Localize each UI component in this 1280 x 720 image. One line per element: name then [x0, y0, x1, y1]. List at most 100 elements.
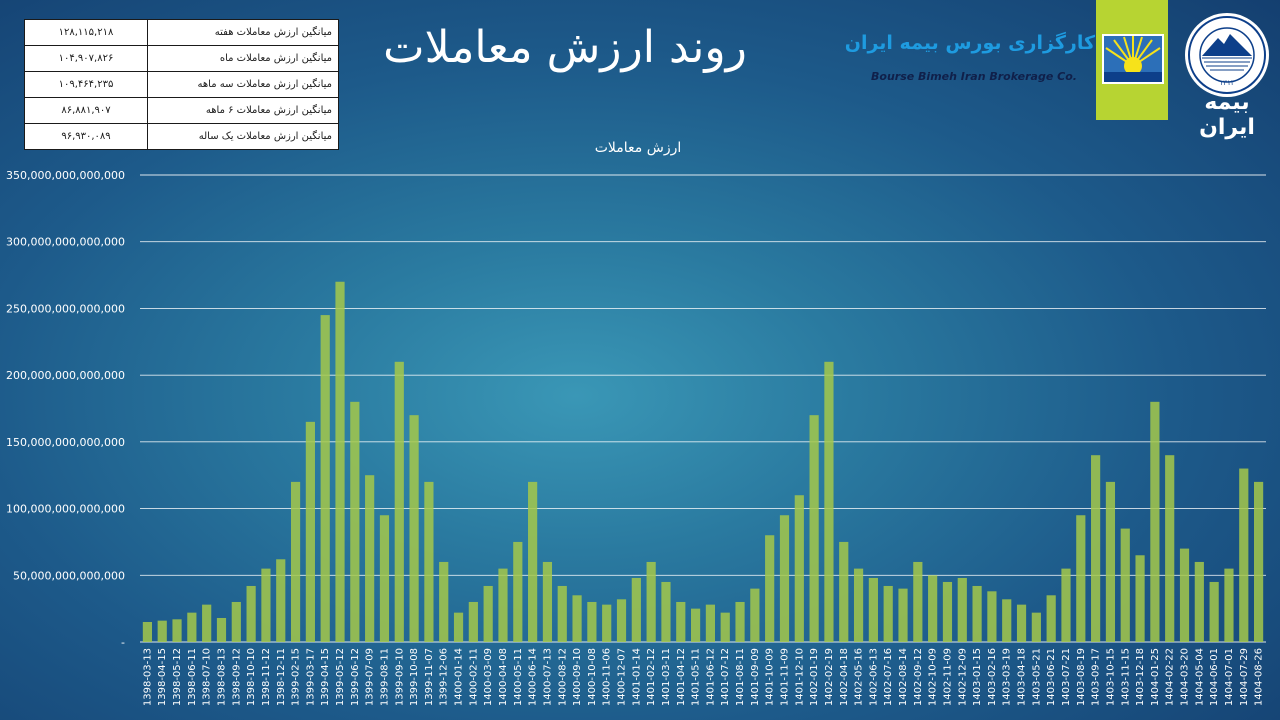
- bar: [483, 585, 493, 642]
- chart-subtitle: ارزش معاملات: [595, 140, 682, 156]
- bar: [1046, 595, 1056, 642]
- bar: [365, 475, 375, 642]
- x-tick-label: 1398-12-11: [276, 648, 287, 706]
- bar: [616, 599, 627, 642]
- bar: [839, 541, 849, 642]
- bar: [809, 415, 819, 642]
- x-tick-label: 1401-08-11: [735, 648, 746, 706]
- broker-name-fa: کارگزاری بورس بیمه ایران: [844, 32, 1095, 54]
- y-tick-label: 150,000,000,000,000: [6, 436, 125, 449]
- bar: [1165, 455, 1175, 642]
- bar: [350, 401, 360, 642]
- bar: [1120, 528, 1130, 642]
- x-tick-label: 1401-01-14: [631, 648, 642, 706]
- bar: [1091, 455, 1101, 642]
- x-tick-label: 1403-12-18: [1135, 648, 1146, 706]
- x-tick-label: 1403-08-19: [1076, 648, 1087, 706]
- bar: [453, 612, 464, 642]
- summary-value: ۱۰۹,۴۶۴,۲۳۵: [24, 71, 148, 98]
- x-tick-label: 1404-05-04: [1194, 648, 1205, 706]
- bar: [1031, 612, 1041, 642]
- x-tick-label: 1404-06-01: [1209, 648, 1220, 706]
- x-tick-label: 1402-01-19: [809, 648, 820, 706]
- x-tick-label: 1400-01-14: [454, 648, 465, 706]
- bar: [142, 621, 153, 642]
- x-tick-label: 1402-05-16: [854, 648, 865, 706]
- bar: [320, 315, 330, 642]
- x-tick-label: 1404-02-22: [1165, 648, 1176, 706]
- bar: [1135, 555, 1145, 642]
- x-tick-label: 1403-06-21: [1046, 648, 1057, 706]
- x-tick-label: 1399-11-07: [424, 648, 435, 706]
- summary-table: ۱۲۸,۱۱۵,۲۱۸ میانگین ارزش معاملات هفته ۱۰۴,…: [24, 19, 339, 150]
- x-tick-label: 1402-02-19: [824, 648, 835, 706]
- x-tick-label: 1404-08-26: [1254, 648, 1265, 706]
- bar: [898, 588, 908, 642]
- bar: [928, 575, 938, 642]
- x-tick-label: 1403-07-21: [1061, 648, 1072, 706]
- x-tick-label: 1400-05-11: [513, 648, 524, 706]
- bar: [157, 620, 167, 642]
- bar: [379, 515, 390, 642]
- x-tick-label: 1399-02-15: [291, 648, 302, 706]
- bar: [394, 361, 404, 642]
- bar: [720, 612, 730, 642]
- x-tick-label: 1398-07-10: [202, 648, 213, 706]
- x-tick-label: 1403-02-16: [987, 648, 998, 706]
- summary-value: ۱۰۴,۹۰۷,۸۲۶: [24, 45, 148, 72]
- y-tick-label: 300,000,000,000,000: [6, 236, 125, 249]
- bar: [557, 585, 567, 642]
- x-tick-label: 1399-04-15: [320, 648, 331, 706]
- x-tick-label: 1401-06-12: [705, 648, 716, 706]
- y-axis: - 50,000,000,000,000 100,000,000,000,000 15…: [6, 169, 125, 649]
- bar: [261, 568, 271, 642]
- x-tick-label: 1404-07-29: [1239, 648, 1250, 706]
- bar: [572, 595, 582, 642]
- bar: [913, 561, 923, 642]
- broker-logo: کارگزاری بورس بیمه ایران Bourse Bimeh Ir…: [845, 30, 1095, 90]
- x-tick-label: 1399-12-06: [439, 648, 450, 706]
- x-tick-label: 1401-09-09: [750, 648, 761, 706]
- bar: [542, 561, 553, 642]
- x-tick-label: 1399-10-08: [409, 648, 420, 706]
- mountain-seal-icon: ۱۳۱۴: [1185, 13, 1269, 97]
- bar: [735, 601, 745, 642]
- x-tick-label: 1403-01-15: [972, 648, 983, 706]
- x-tick-label: 1398-04-15: [157, 648, 168, 706]
- x-tick-label: 1398-11-12: [261, 648, 272, 706]
- bar: [661, 581, 671, 642]
- y-tick-label: 250,000,000,000,000: [6, 302, 125, 315]
- bar-layer: [142, 281, 1264, 642]
- y-tick-label: 350,000,000,000,000: [6, 169, 125, 182]
- y-tick-label: 200,000,000,000,000: [6, 369, 125, 382]
- x-tick-label: 1402-12-09: [957, 648, 968, 706]
- bar: [868, 577, 878, 642]
- bar: [646, 561, 656, 642]
- bar: [750, 588, 760, 642]
- x-tick-label: 1400-07-13: [542, 648, 553, 706]
- x-tick-label: 1403-11-15: [1120, 648, 1131, 706]
- bar: [246, 585, 256, 642]
- summary-body: ۱۲۸,۱۱۵,۲۱۸ میانگین ارزش معاملات هفته ۱۰۴,…: [24, 19, 339, 150]
- bar: [853, 568, 864, 642]
- x-tick-label: 1404-07-01: [1224, 648, 1235, 706]
- bar: [1209, 581, 1219, 642]
- x-tick-label: 1399-05-12: [335, 648, 346, 706]
- x-tick-label: 1402-09-12: [913, 648, 924, 706]
- x-tick-label: 1402-04-18: [839, 648, 850, 706]
- x-tick-label: 1401-07-12: [720, 648, 731, 706]
- x-tick-label: 1400-04-08: [498, 648, 509, 706]
- x-tick-label: 1402-11-09: [942, 648, 953, 706]
- x-tick-label: 1398-08-13: [216, 648, 227, 706]
- bar: [290, 481, 301, 642]
- bar: [439, 561, 449, 642]
- bar: [187, 612, 197, 642]
- x-tick-label: 1398-09-12: [231, 648, 242, 706]
- x-tick-label: 1402-08-14: [898, 648, 909, 706]
- sunrise-emblem-icon: [1102, 34, 1164, 84]
- broker-name-en: Bourse Bimeh Iran Brokerage Co.: [871, 70, 1077, 83]
- x-tick-label: 1398-05-12: [172, 648, 183, 706]
- bar: [513, 541, 523, 642]
- bar: [824, 361, 834, 642]
- x-tick-label: 1403-10-15: [1105, 648, 1116, 706]
